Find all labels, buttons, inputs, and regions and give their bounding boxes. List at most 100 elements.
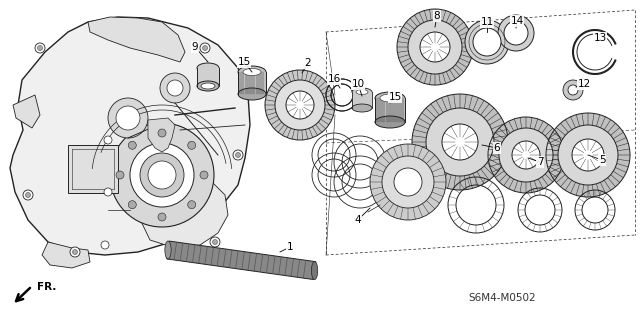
Bar bbox=[375, 98, 405, 122]
Circle shape bbox=[442, 124, 478, 160]
Ellipse shape bbox=[352, 104, 372, 112]
Circle shape bbox=[200, 171, 208, 179]
Text: 15: 15 bbox=[388, 92, 402, 102]
Text: S6M4-M0502: S6M4-M0502 bbox=[468, 293, 536, 303]
Polygon shape bbox=[412, 94, 508, 190]
Polygon shape bbox=[88, 17, 185, 62]
Polygon shape bbox=[148, 118, 175, 152]
Circle shape bbox=[568, 85, 578, 95]
Polygon shape bbox=[13, 95, 40, 128]
Circle shape bbox=[167, 80, 183, 96]
Text: 11: 11 bbox=[481, 17, 493, 27]
Text: 4: 4 bbox=[355, 215, 362, 225]
Polygon shape bbox=[265, 70, 335, 140]
Ellipse shape bbox=[356, 90, 368, 94]
Circle shape bbox=[558, 125, 618, 185]
Text: 16: 16 bbox=[328, 74, 340, 84]
Circle shape bbox=[563, 80, 583, 100]
Circle shape bbox=[236, 152, 241, 158]
Ellipse shape bbox=[165, 241, 171, 259]
Circle shape bbox=[38, 46, 42, 50]
Circle shape bbox=[188, 141, 196, 149]
Circle shape bbox=[370, 144, 446, 220]
Polygon shape bbox=[130, 168, 228, 248]
Circle shape bbox=[35, 43, 45, 53]
Circle shape bbox=[148, 161, 176, 189]
Ellipse shape bbox=[238, 88, 266, 100]
Circle shape bbox=[394, 168, 422, 196]
Circle shape bbox=[473, 28, 501, 56]
Polygon shape bbox=[488, 117, 564, 193]
Circle shape bbox=[104, 136, 112, 144]
Ellipse shape bbox=[380, 94, 400, 102]
Circle shape bbox=[200, 43, 210, 53]
Text: 14: 14 bbox=[510, 16, 524, 26]
Circle shape bbox=[116, 106, 140, 130]
Circle shape bbox=[420, 32, 450, 62]
Ellipse shape bbox=[197, 81, 219, 91]
Circle shape bbox=[72, 249, 77, 255]
Circle shape bbox=[26, 192, 31, 197]
Circle shape bbox=[286, 91, 314, 119]
Polygon shape bbox=[546, 113, 630, 197]
Text: 2: 2 bbox=[305, 58, 311, 68]
Circle shape bbox=[104, 188, 112, 196]
Circle shape bbox=[233, 150, 243, 160]
Circle shape bbox=[101, 241, 109, 249]
Circle shape bbox=[158, 129, 166, 137]
Circle shape bbox=[160, 73, 190, 103]
Circle shape bbox=[23, 190, 33, 200]
Circle shape bbox=[212, 240, 218, 244]
Text: 15: 15 bbox=[237, 57, 251, 67]
Bar bbox=[197, 68, 219, 86]
Polygon shape bbox=[397, 9, 473, 85]
Ellipse shape bbox=[238, 66, 266, 78]
Text: 6: 6 bbox=[493, 143, 500, 153]
Ellipse shape bbox=[201, 83, 215, 89]
Circle shape bbox=[188, 201, 196, 209]
Circle shape bbox=[70, 247, 80, 257]
Text: 10: 10 bbox=[351, 79, 365, 89]
Circle shape bbox=[572, 139, 604, 171]
Circle shape bbox=[171, 244, 179, 252]
Text: 8: 8 bbox=[434, 11, 440, 21]
Text: 7: 7 bbox=[537, 157, 543, 167]
Ellipse shape bbox=[375, 92, 405, 104]
Polygon shape bbox=[42, 242, 90, 268]
Circle shape bbox=[128, 201, 136, 209]
Bar bbox=[238, 72, 266, 94]
Polygon shape bbox=[10, 17, 250, 255]
Circle shape bbox=[108, 98, 148, 138]
Ellipse shape bbox=[243, 69, 261, 76]
Ellipse shape bbox=[312, 262, 317, 279]
Circle shape bbox=[210, 237, 220, 247]
Circle shape bbox=[116, 171, 124, 179]
Polygon shape bbox=[167, 241, 316, 279]
Circle shape bbox=[382, 156, 434, 208]
Circle shape bbox=[128, 141, 136, 149]
Circle shape bbox=[275, 80, 325, 130]
Ellipse shape bbox=[375, 116, 405, 128]
Ellipse shape bbox=[197, 63, 219, 73]
Circle shape bbox=[140, 153, 184, 197]
Circle shape bbox=[130, 143, 194, 207]
Text: 12: 12 bbox=[577, 79, 591, 89]
Circle shape bbox=[408, 20, 462, 74]
Circle shape bbox=[499, 128, 553, 182]
Text: 5: 5 bbox=[598, 155, 605, 165]
Circle shape bbox=[512, 141, 540, 169]
Bar bbox=[352, 92, 372, 108]
Circle shape bbox=[202, 46, 207, 50]
Text: 13: 13 bbox=[593, 33, 607, 43]
Circle shape bbox=[110, 123, 214, 227]
Text: 1: 1 bbox=[287, 242, 293, 252]
Ellipse shape bbox=[352, 88, 372, 96]
Text: 9: 9 bbox=[192, 42, 198, 52]
Circle shape bbox=[426, 108, 494, 176]
Circle shape bbox=[504, 21, 528, 45]
Circle shape bbox=[498, 15, 534, 51]
Bar bbox=[68, 145, 118, 193]
Circle shape bbox=[158, 213, 166, 221]
Text: FR.: FR. bbox=[37, 282, 56, 292]
Circle shape bbox=[465, 20, 509, 64]
